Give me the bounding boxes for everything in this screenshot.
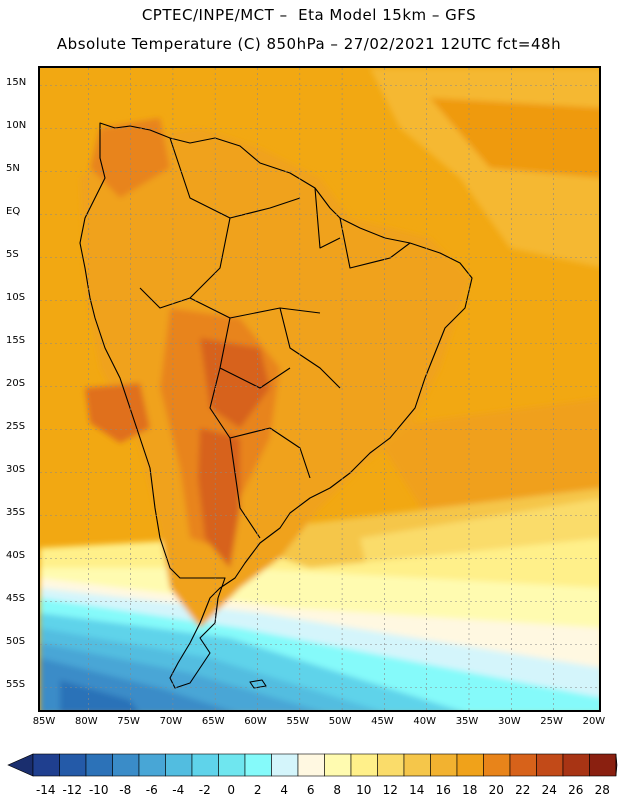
lat-label: 15N	[6, 76, 27, 88]
lon-label: 40W	[413, 716, 436, 727]
map-subtitle: Absolute Temperature (C) 850hPa – 27/02/…	[56, 35, 562, 53]
lat-label: EQ	[6, 205, 21, 217]
lat-label: 35S	[6, 506, 26, 518]
colorbar-swatch	[297, 753, 325, 777]
colorbar-tick-label: -4	[172, 783, 185, 797]
colorbar-swatch	[138, 753, 166, 777]
colorbar-tick-label: 8	[333, 783, 342, 797]
colorbar-tick-label: 4	[280, 783, 289, 797]
lat-label: 20S	[6, 377, 26, 389]
hot-core-argentina	[198, 428, 240, 568]
colorbar-swatch	[562, 753, 590, 777]
lat-label: 15S	[6, 334, 26, 346]
colorbar-swatch	[350, 753, 378, 777]
colorbar-tick-label: 10	[356, 783, 372, 797]
colorbar-tick-label: 0	[227, 783, 236, 797]
colorbar-swatch	[85, 753, 113, 777]
south-america-coastline	[79, 122, 473, 689]
hot-core-north-coast	[90, 118, 170, 198]
lon-label: 30W	[497, 716, 521, 727]
lon-label: 75W	[117, 716, 140, 727]
lon-label: 50W	[328, 716, 352, 727]
colorbar-swatch	[430, 753, 458, 777]
cold-band-8	[60, 680, 138, 710]
colorbar-tick-label: 16	[435, 783, 451, 797]
colorbar-swatch	[456, 753, 484, 777]
lat-label: 10S	[6, 291, 26, 303]
map-canvas	[40, 68, 599, 710]
colorbar-swatch	[244, 753, 272, 777]
colorbar-tick-label: 2	[253, 783, 262, 797]
lat-label: 10N	[6, 119, 27, 131]
colorbar-swatch	[218, 753, 246, 777]
lon-label: 55W	[286, 716, 310, 727]
colorbar-swatch	[483, 753, 511, 777]
lat-label: 45S	[6, 592, 26, 604]
colorbar-tick-label: 12	[382, 783, 398, 797]
lon-label: 85W	[32, 716, 56, 727]
lon-label: 65W	[201, 716, 225, 727]
colorbar-high-arrow	[615, 753, 618, 777]
cold-band-2	[40, 588, 599, 698]
lon-label: 45W	[371, 716, 394, 727]
colorbar-tick-label: 28	[594, 783, 610, 797]
colorbar-swatch	[165, 753, 193, 777]
colorbar-low-arrow	[7, 753, 34, 777]
colorbar-tick-label: 14	[409, 783, 425, 797]
colorbar-swatch	[589, 753, 617, 777]
colorbar-swatch	[324, 753, 352, 777]
colorbar-tick-label: -6	[145, 783, 158, 797]
colorbar-swatch	[59, 753, 87, 777]
colorbar-tick-label: -14	[35, 783, 56, 797]
colorbar-swatch	[112, 753, 140, 777]
warm-band-north	[430, 98, 599, 178]
colorbar-tick-label: 26	[568, 783, 584, 797]
lon-label: 70W	[159, 716, 183, 727]
colorbar-swatch	[32, 753, 60, 777]
colorbar-tick-label: -2	[198, 783, 211, 797]
lat-label: 5S	[6, 248, 19, 260]
lon-label: 35W	[455, 716, 479, 727]
lon-label: 80W	[74, 716, 98, 727]
colorbar-tick-label: 18	[462, 783, 478, 797]
colorbar-swatch	[191, 753, 219, 777]
lat-label: 25S	[6, 420, 26, 432]
colorbar-swatch	[536, 753, 564, 777]
colorbar-tick-label: -10	[88, 783, 109, 797]
colorbar-tick-label: -12	[62, 783, 83, 797]
lat-label: 5N	[6, 162, 20, 174]
lat-label: 55S	[6, 678, 26, 690]
colorbar-tick-label: 24	[541, 783, 557, 797]
lat-label: 40S	[6, 549, 26, 561]
colorbar-tick-label: -8	[119, 783, 132, 797]
lon-label: 20W	[582, 716, 606, 727]
colorbar-swatch	[377, 753, 405, 777]
colorbar-tick-label: 20	[488, 783, 504, 797]
lon-label: 60W	[244, 716, 267, 727]
colorbar-tick-label: 6	[306, 783, 315, 797]
lat-lon-grid	[40, 68, 599, 710]
hot-core-center	[200, 338, 270, 428]
falkland-islands	[249, 679, 267, 689]
lat-label: 30S	[6, 463, 26, 475]
lat-label: 50S	[6, 635, 26, 647]
hot-core-pacific	[85, 383, 150, 443]
temperature-colorbar	[7, 753, 618, 777]
colorbar-tick-label: 22	[515, 783, 531, 797]
temperature-map	[38, 66, 601, 712]
map-title: CPTEC/INPE/MCT – Eta Model 15km – GFS	[141, 6, 477, 24]
lon-label: 25W	[540, 716, 563, 727]
colorbar-swatch	[403, 753, 431, 777]
colorbar-swatch	[271, 753, 299, 777]
colorbar-swatch	[509, 753, 537, 777]
